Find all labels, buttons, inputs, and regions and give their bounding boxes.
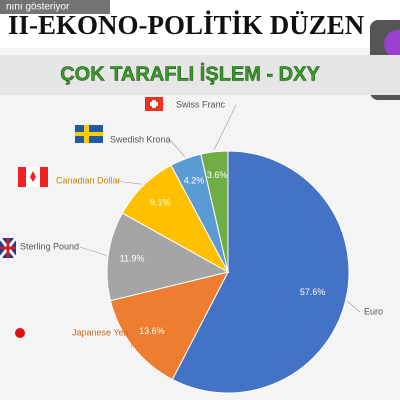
leader-line [213, 104, 237, 150]
data-label: 4.2% [184, 176, 205, 186]
title-bar [0, 55, 400, 95]
pie-slice [200, 150, 229, 273]
leader-line [115, 180, 142, 185]
category-label: Swedish Krona [110, 134, 171, 144]
flag-uk [0, 237, 18, 259]
category-label: Euro [364, 306, 383, 316]
category-label: Swiss Franc [176, 99, 226, 109]
pie-slice [106, 212, 230, 302]
overlay-text: nını gösteriyor [6, 2, 70, 13]
leader-line [347, 300, 361, 313]
category-label: Canadian Dollar [56, 175, 121, 185]
badge-icon [384, 30, 400, 58]
chart-title: ÇOK TARAFLI İŞLEM - DXY [60, 62, 320, 85]
category-label: Sterling Pound [20, 241, 79, 251]
data-label: 13.6% [139, 326, 165, 336]
data-label: 11.9% [120, 253, 145, 263]
leader-line [79, 246, 107, 256]
flag-canada [18, 167, 48, 187]
leader-line [130, 332, 133, 349]
flag-swiss [145, 97, 163, 111]
flag-japan [15, 328, 25, 338]
category-label: Japanese Yen [72, 327, 129, 337]
data-label: 9.1% [150, 197, 171, 207]
header-text: II-EKONO-POLİTİK DÜZEN [8, 10, 365, 40]
pie-slice [109, 271, 229, 381]
data-label: 57.6% [300, 287, 326, 297]
pie-slice [171, 150, 350, 394]
overlay-bar [0, 0, 110, 14]
data-label: 3.6% [207, 170, 228, 180]
flag-sweden [75, 125, 103, 143]
leader-line [169, 139, 186, 158]
